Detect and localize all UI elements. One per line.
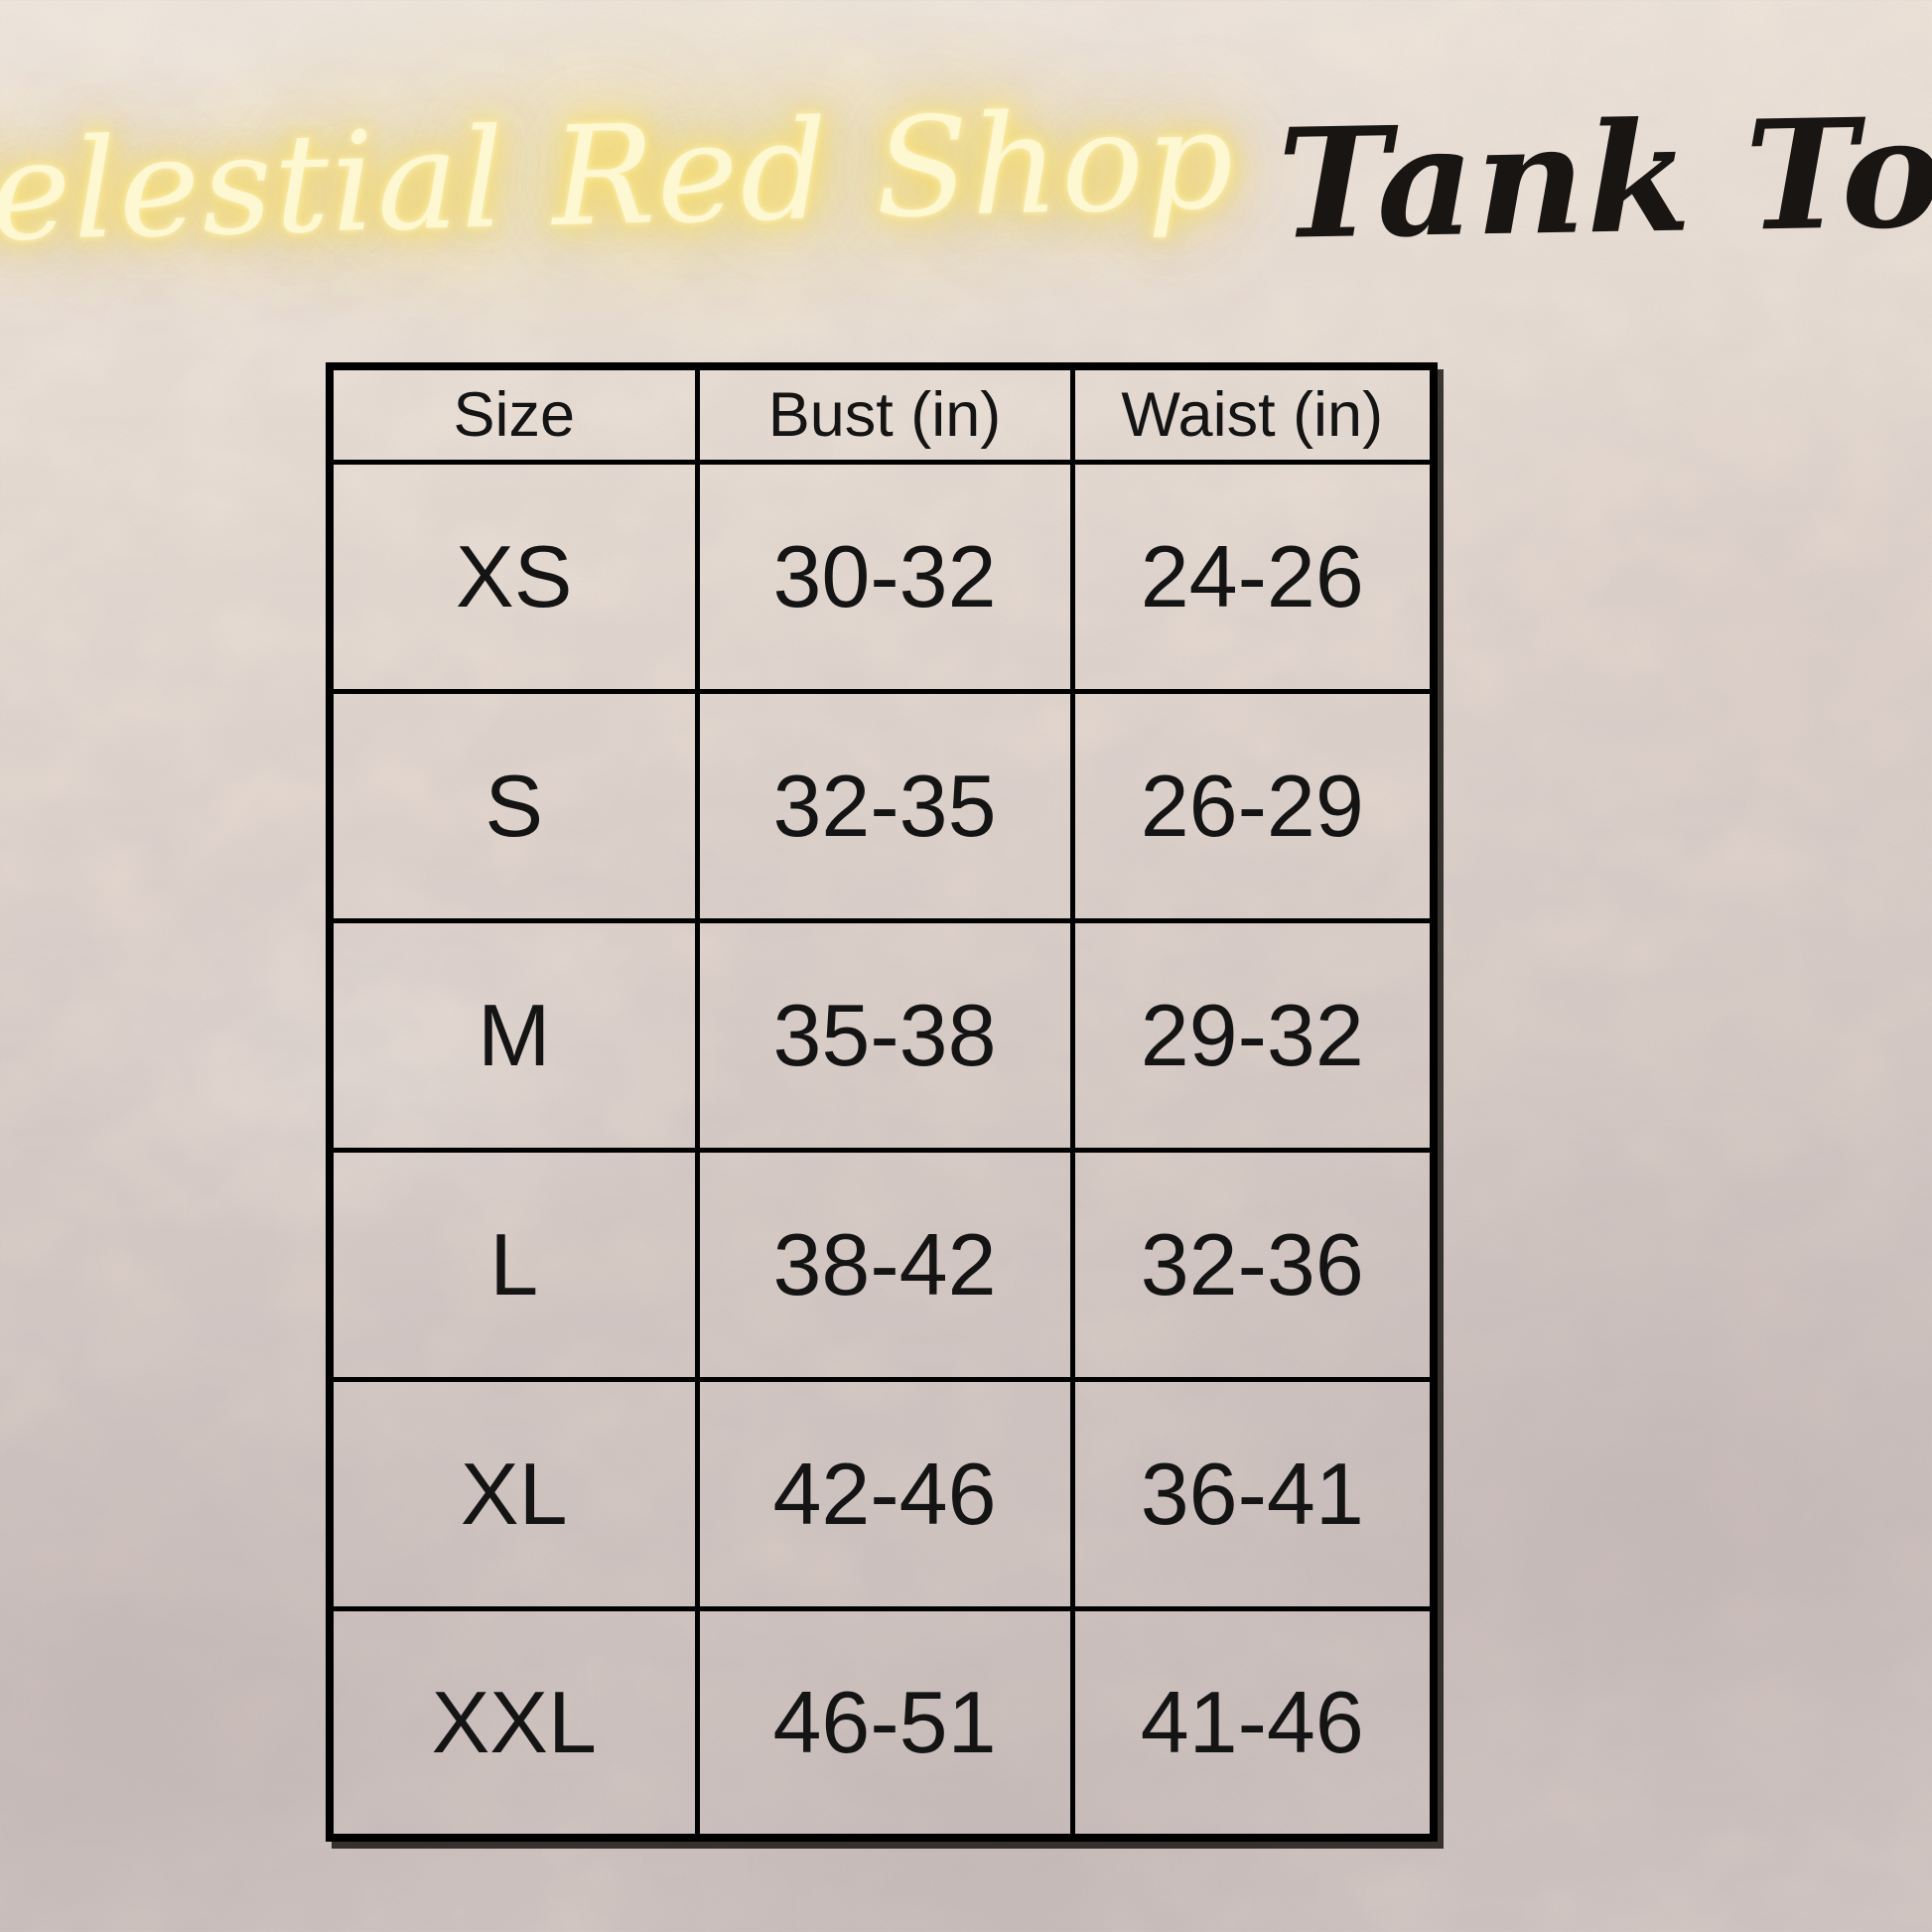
product-title: Tank Top: [1276, 80, 1932, 273]
cell-xxl-waist: 41-46: [1069, 1605, 1437, 1841]
cell-xs-size: XS: [327, 459, 700, 694]
title-bar: Celestial Red Shop Tank Top: [0, 28, 1932, 326]
cell-l-bust: 38-42: [694, 1147, 1075, 1382]
table-row-xxl: XXL 46-51 41-46: [327, 1605, 1437, 1841]
cell-s-waist: 26-29: [1069, 688, 1437, 923]
table-row-s: S 32-35 26-29: [327, 688, 1437, 923]
table-header-row: Size Bust (in) Waist (in): [327, 363, 1437, 465]
size-chart-table: Size Bust (in) Waist (in) XS 30-32 24-26…: [326, 362, 1438, 1842]
cell-xs-waist: 24-26: [1069, 459, 1437, 694]
cell-m-size: M: [327, 917, 700, 1153]
brand-title: Celestial Red Shop: [0, 78, 1238, 275]
cell-s-size: S: [327, 688, 700, 923]
cell-xxl-bust: 46-51: [694, 1605, 1075, 1841]
cell-xl-waist: 36-41: [1069, 1376, 1437, 1611]
column-header-size: Size: [327, 363, 700, 465]
table-row-m: M 35-38 29-32: [327, 917, 1437, 1153]
cell-l-waist: 32-36: [1069, 1147, 1437, 1382]
column-header-waist: Waist (in): [1069, 363, 1437, 465]
table-row-l: L 38-42 32-36: [327, 1147, 1437, 1382]
cell-l-size: L: [327, 1147, 700, 1382]
cell-s-bust: 32-35: [694, 688, 1075, 923]
table-row-xs: XS 30-32 24-26: [327, 459, 1437, 694]
table-row-xl: XL 42-46 36-41: [327, 1376, 1437, 1611]
cell-xl-bust: 42-46: [694, 1376, 1075, 1611]
cell-m-waist: 29-32: [1069, 917, 1437, 1153]
column-header-bust: Bust (in): [694, 363, 1075, 465]
cell-m-bust: 35-38: [694, 917, 1075, 1153]
cell-xxl-size: XXL: [327, 1605, 700, 1841]
cell-xs-bust: 30-32: [694, 459, 1075, 694]
cell-xl-size: XL: [327, 1376, 700, 1611]
